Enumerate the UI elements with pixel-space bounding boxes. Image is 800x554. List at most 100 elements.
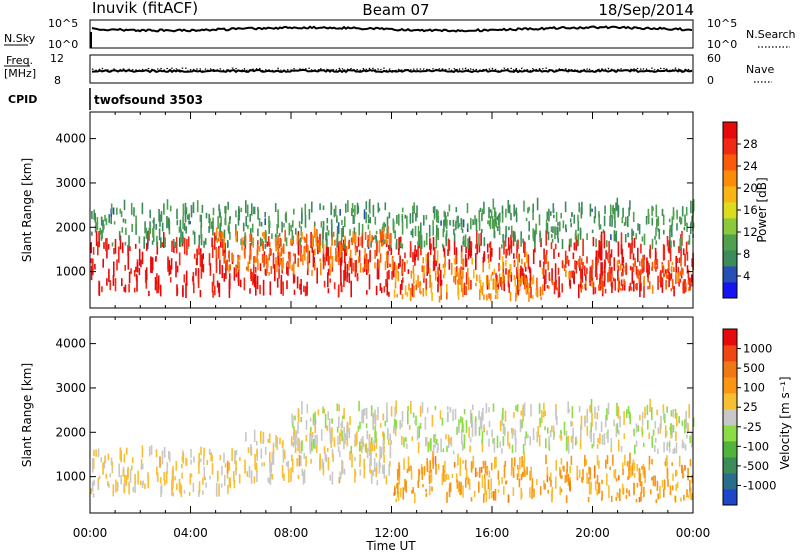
heatmap-cell bbox=[591, 208, 593, 212]
heatmap-cell bbox=[555, 409, 557, 420]
heatmap-cell bbox=[641, 411, 644, 426]
heatmap-cell bbox=[636, 283, 638, 291]
heatmap-cell bbox=[151, 257, 153, 273]
heatmap-cell bbox=[415, 213, 417, 222]
heatmap-cell bbox=[136, 262, 139, 273]
heatmap-cell bbox=[320, 429, 323, 441]
heatmap-cell bbox=[676, 223, 678, 231]
heatmap-cell bbox=[267, 257, 269, 268]
heatmap-cell bbox=[311, 270, 313, 276]
heatmap-cell bbox=[315, 243, 318, 247]
heatmap-cell bbox=[481, 286, 483, 290]
heatmap-cell bbox=[101, 232, 103, 240]
heatmap-cell bbox=[623, 279, 625, 286]
heatmap-cell bbox=[529, 470, 531, 481]
heatmap-cell bbox=[184, 210, 187, 223]
heatmap-cell bbox=[228, 280, 231, 298]
heatmap-cell bbox=[570, 436, 573, 443]
heatmap-cell bbox=[271, 473, 274, 480]
heatmap-cell bbox=[449, 437, 452, 445]
heatmap-cell bbox=[367, 224, 370, 230]
heatmap-cell bbox=[233, 267, 236, 281]
heatmap-cell bbox=[423, 466, 426, 476]
heatmap-cell bbox=[519, 419, 522, 433]
heatmap-cell bbox=[242, 222, 245, 232]
heatmap-cell bbox=[514, 429, 517, 442]
heatmap-cell bbox=[409, 288, 412, 302]
heatmap-cell bbox=[545, 254, 548, 264]
heatmap-cell bbox=[404, 285, 407, 296]
heatmap-cell bbox=[91, 211, 93, 220]
heatmap-cell bbox=[311, 201, 313, 213]
heatmap-cell bbox=[97, 241, 99, 256]
heatmap-cell bbox=[229, 217, 231, 224]
heatmap-cell bbox=[474, 215, 476, 225]
heatmap-cell bbox=[208, 213, 210, 224]
heatmap-cell bbox=[102, 468, 104, 475]
heatmap-cell bbox=[198, 234, 201, 245]
heatmap-cell bbox=[615, 496, 617, 501]
heatmap-cell bbox=[223, 452, 225, 463]
heatmap-cell bbox=[95, 449, 97, 457]
heatmap-band bbox=[90, 445, 241, 498]
heatmap-cell bbox=[649, 244, 652, 259]
heatmap-cell bbox=[485, 490, 488, 503]
heatmap-cell bbox=[689, 435, 691, 444]
heatmap-cell bbox=[440, 279, 443, 286]
heatmap-cell bbox=[655, 204, 658, 218]
heatmap-cell bbox=[498, 217, 500, 228]
heatmap-cell bbox=[670, 265, 673, 273]
heatmap-cell bbox=[601, 275, 603, 280]
heatmap-cell bbox=[638, 496, 641, 503]
heatmap-cell bbox=[336, 218, 338, 222]
heatmap-cell bbox=[463, 240, 465, 247]
heatmap-cell bbox=[503, 486, 505, 495]
heatmap-cell bbox=[423, 215, 425, 226]
heatmap-cell bbox=[558, 292, 561, 297]
heatmap-cell bbox=[369, 249, 371, 262]
heatmap-cell bbox=[377, 406, 379, 421]
colorbar-swatch bbox=[723, 377, 737, 394]
heatmap-cell bbox=[364, 231, 367, 240]
heatmap-cell bbox=[100, 216, 103, 226]
heatmap-cell bbox=[661, 479, 664, 488]
colorbar-swatch bbox=[723, 425, 737, 442]
heatmap-cell bbox=[338, 476, 341, 484]
heatmap-cell bbox=[609, 268, 612, 272]
heatmap-cell bbox=[586, 233, 588, 240]
heatmap-cell bbox=[543, 261, 545, 277]
heatmap-cell bbox=[378, 240, 381, 253]
heatmap-cell bbox=[327, 259, 330, 266]
power-heatmap bbox=[90, 197, 695, 303]
heatmap-cell bbox=[460, 429, 463, 444]
heatmap-cell bbox=[135, 266, 137, 273]
heatmap-cell bbox=[622, 284, 624, 291]
heatmap-cell bbox=[412, 211, 414, 224]
heatmap-cell bbox=[689, 287, 691, 291]
heatmap-cell bbox=[267, 438, 269, 443]
heatmap-cell bbox=[617, 279, 620, 290]
heatmap-cell bbox=[310, 231, 312, 249]
heatmap-cell bbox=[575, 229, 577, 239]
heatmap-cell bbox=[578, 469, 581, 478]
heatmap-cell bbox=[385, 279, 387, 287]
heatmap-cell bbox=[503, 240, 505, 255]
heatmap-cell bbox=[322, 461, 325, 476]
heatmap-cell bbox=[165, 472, 168, 478]
heatmap-cell bbox=[370, 441, 372, 454]
heatmap-cell bbox=[460, 279, 463, 293]
heatmap-cell bbox=[408, 466, 410, 472]
heatmap-cell bbox=[462, 423, 465, 433]
heatmap-cell bbox=[434, 270, 437, 281]
heatmap-cell bbox=[335, 247, 337, 256]
heatmap-cell bbox=[145, 243, 148, 251]
heatmap-cell bbox=[316, 236, 319, 251]
colorbar-swatch bbox=[723, 202, 737, 219]
heatmap-cell bbox=[353, 227, 356, 236]
heatmap-cell bbox=[436, 209, 438, 213]
heatmap-cell bbox=[322, 220, 325, 231]
heatmap-cell bbox=[635, 266, 638, 276]
heatmap-cell bbox=[257, 209, 259, 220]
heatmap-cell bbox=[418, 425, 420, 438]
